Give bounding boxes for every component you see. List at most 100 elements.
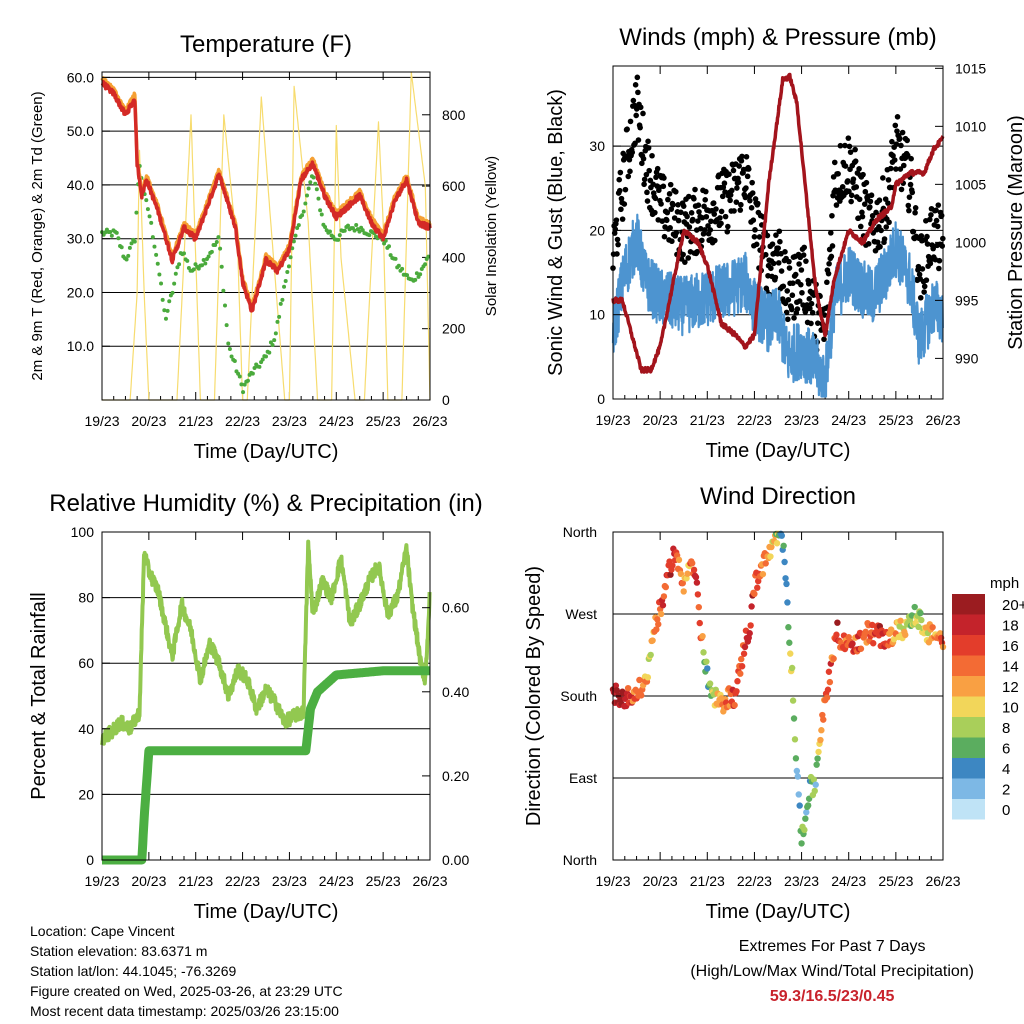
gust-point — [647, 177, 654, 184]
gust-point — [856, 196, 863, 203]
gust-point — [782, 249, 788, 255]
gust-point — [933, 207, 939, 214]
legend-swatch — [952, 614, 985, 635]
direction-point — [857, 645, 865, 652]
gust-point — [727, 197, 733, 204]
x-tick-label: 21/23 — [178, 413, 213, 429]
dewpoint-point — [216, 235, 221, 240]
direction-point — [826, 678, 834, 686]
x-tick-label: 21/23 — [178, 873, 213, 889]
gust-point — [876, 197, 883, 204]
x-axis-label: Time (Day/UTC) — [706, 440, 851, 462]
gust-point — [713, 206, 719, 212]
gust-point — [668, 206, 675, 212]
dewpoint-point — [273, 331, 278, 336]
dewpoint-point — [126, 253, 131, 258]
direction-point — [759, 570, 767, 578]
y-tick-label: 100 — [71, 524, 95, 540]
legend-label: 12 — [1002, 679, 1019, 696]
gust-point — [933, 217, 940, 224]
y-tick-label: 30.0 — [67, 231, 94, 247]
gust-point — [927, 260, 934, 267]
gust-point — [799, 289, 805, 296]
gust-point — [800, 302, 806, 308]
gust-point — [885, 177, 892, 183]
gust-point — [829, 212, 835, 219]
gust-point — [936, 265, 942, 272]
direction-point — [659, 602, 667, 609]
y-tick-label: 10 — [589, 307, 605, 323]
dewpoint-point — [346, 223, 350, 228]
gust-point — [652, 209, 658, 216]
dewpoint-point — [352, 228, 357, 233]
gust-point — [764, 232, 771, 239]
gust-point — [912, 205, 919, 211]
direction-point — [692, 573, 700, 581]
gust-point — [630, 97, 637, 104]
gust-point — [919, 266, 926, 272]
gust-point — [725, 223, 731, 230]
gust-point — [852, 158, 859, 164]
dewpoint-point — [109, 233, 114, 238]
direction-point — [781, 558, 788, 566]
y-axis-label: Direction (Colored By Speed) — [523, 566, 545, 826]
series-station-pressure — [611, 72, 945, 374]
gust-point — [777, 238, 783, 245]
y-tick-label: 10.0 — [67, 338, 94, 354]
x-tick-label: 23/23 — [272, 413, 307, 429]
gust-point — [880, 175, 886, 181]
gust-point — [839, 184, 846, 190]
y-tick-label: 30 — [589, 138, 605, 154]
dewpoint-point — [223, 303, 227, 308]
dewpoint-point — [114, 230, 119, 235]
gust-point — [846, 143, 853, 150]
dewpoint-point — [160, 297, 165, 302]
y-tick-label: East — [569, 770, 597, 786]
dewpoint-point — [318, 208, 323, 213]
gust-point — [917, 294, 924, 301]
extremes-title: Extremes For Past 7 Days — [738, 938, 926, 955]
gust-point — [675, 202, 681, 208]
gust-point — [924, 241, 931, 247]
series-total-precipitation — [98, 666, 434, 865]
gust-point — [850, 176, 857, 182]
gust-point — [622, 186, 629, 193]
gust-point — [614, 236, 621, 243]
y-tick-label: North — [563, 852, 597, 868]
y-tick-label: 0 — [597, 391, 605, 407]
gust-point — [654, 165, 661, 172]
gust-point — [853, 184, 860, 190]
gust-point — [776, 228, 783, 235]
gust-point — [842, 142, 848, 149]
dewpoint-point — [414, 271, 419, 276]
legend-label: 8 — [1002, 720, 1010, 737]
gust-point — [727, 192, 734, 198]
gust-point — [703, 213, 710, 220]
direction-point — [734, 678, 741, 685]
dewpoint-point — [206, 254, 211, 259]
most-recent-timestamp: Most recent data timestamp: 2025/03/26 2… — [30, 1003, 339, 1019]
legend-label: 10 — [1002, 700, 1019, 717]
gust-point — [859, 209, 865, 216]
direction-point — [624, 684, 632, 692]
gust-point — [939, 243, 946, 249]
direction-point — [834, 619, 841, 626]
dewpoint-point — [177, 262, 182, 267]
dewpoint-point — [219, 264, 224, 269]
direction-point — [782, 575, 789, 582]
dewpoint-point — [252, 365, 257, 370]
dewpoint-point — [308, 180, 313, 185]
x-tick-label: 25/23 — [366, 873, 401, 889]
dewpoint-point — [296, 223, 301, 228]
gust-point — [852, 146, 858, 153]
dewpoint-point — [218, 246, 223, 251]
dewpoint-point — [288, 255, 293, 260]
gust-point — [633, 112, 639, 119]
direction-point — [740, 650, 748, 657]
gust-point — [825, 270, 832, 277]
direction-point — [733, 688, 740, 695]
plot-border — [612, 531, 944, 861]
gust-point — [900, 162, 907, 169]
gust-point — [769, 241, 776, 247]
gust-point — [848, 198, 854, 205]
